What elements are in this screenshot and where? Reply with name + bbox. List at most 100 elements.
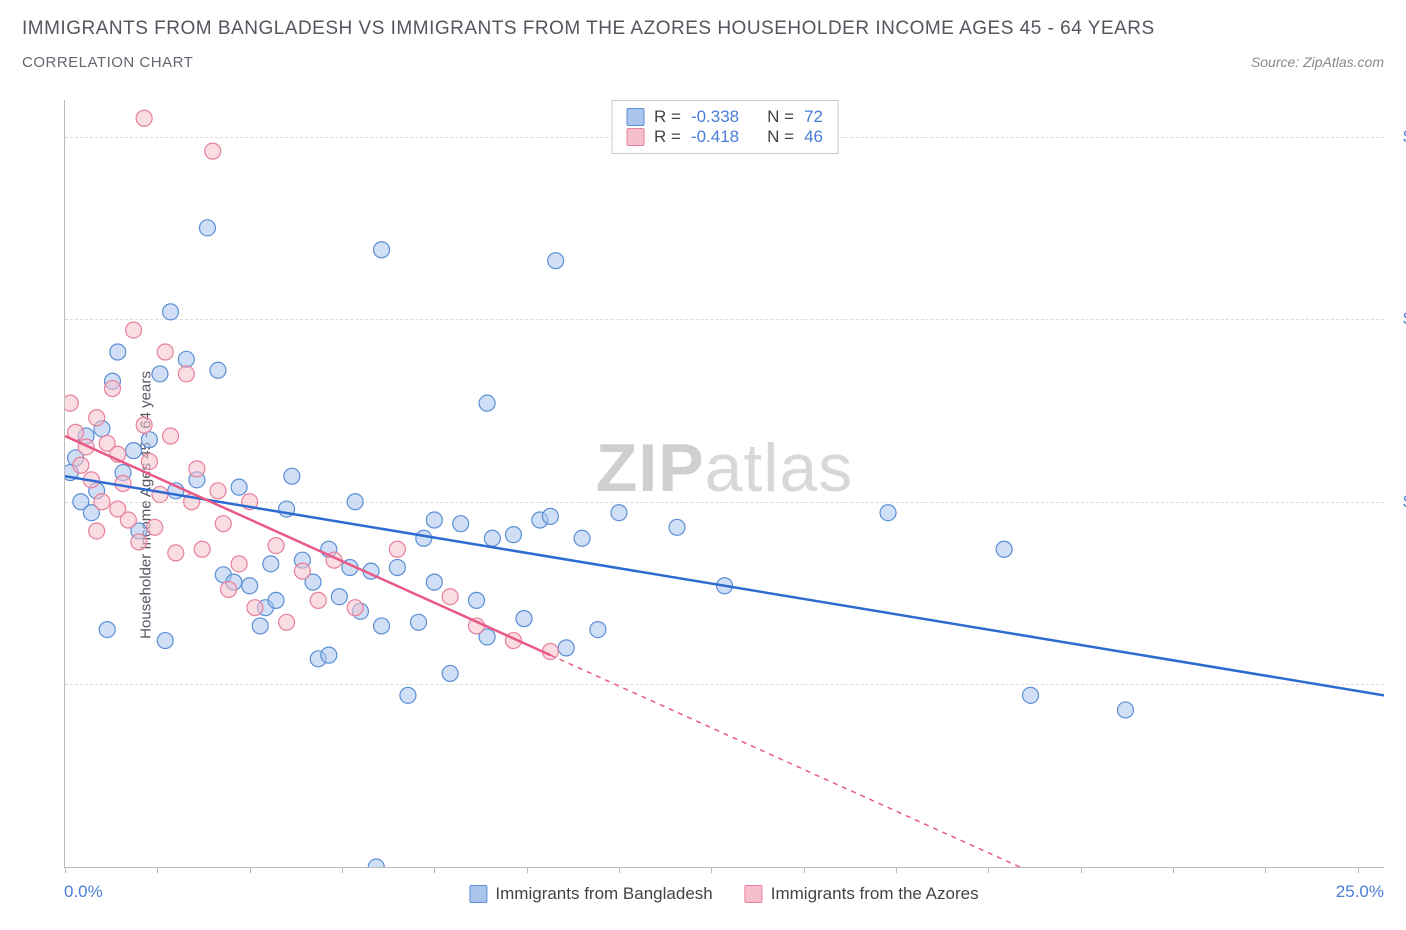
scatter-point [199, 220, 215, 236]
scatter-point [321, 647, 337, 663]
scatter-point [426, 574, 442, 590]
legend-swatch-series-0 [626, 108, 644, 126]
scatter-point [1117, 702, 1133, 718]
scatter-point [484, 530, 500, 546]
plot-svg [65, 100, 1384, 867]
stats-legend-row: R = -0.418 N = 46 [626, 127, 823, 147]
scatter-point [210, 362, 226, 378]
scatter-point [416, 530, 432, 546]
chart-container: Householder Income Ages 45 - 64 years R … [22, 100, 1384, 910]
scatter-point [368, 859, 384, 867]
scatter-point [442, 665, 458, 681]
scatter-point [141, 432, 157, 448]
scatter-point [178, 366, 194, 382]
scatter-point [194, 541, 210, 557]
scatter-point [163, 304, 179, 320]
scatter-point [205, 143, 221, 159]
scatter-point [453, 516, 469, 532]
stats-legend-row: R = -0.338 N = 72 [626, 107, 823, 127]
n-value-1: 46 [804, 127, 823, 147]
r-value-1: -0.418 [691, 127, 739, 147]
scatter-point [996, 541, 1012, 557]
scatter-point [94, 494, 110, 510]
legend-item: Immigrants from the Azores [745, 884, 979, 904]
scatter-point [141, 454, 157, 470]
scatter-point [479, 395, 495, 411]
n-label-1: N = [767, 127, 794, 147]
scatter-point [231, 479, 247, 495]
trend-line-extrapolated [550, 655, 1384, 867]
x-axis-min-label: 0.0% [64, 882, 103, 902]
scatter-point [110, 344, 126, 360]
scatter-point [126, 443, 142, 459]
scatter-point [147, 519, 163, 535]
scatter-point [558, 640, 574, 656]
n-value-0: 72 [804, 107, 823, 127]
series-legend: Immigrants from Bangladesh Immigrants fr… [469, 884, 978, 904]
scatter-point [126, 322, 142, 338]
r-value-0: -0.338 [691, 107, 739, 127]
scatter-point [279, 614, 295, 630]
scatter-point [310, 592, 326, 608]
scatter-point [136, 110, 152, 126]
scatter-point [389, 541, 405, 557]
scatter-point [136, 417, 152, 433]
scatter-point [65, 395, 78, 411]
scatter-point [574, 530, 590, 546]
scatter-point [469, 592, 485, 608]
scatter-point [611, 505, 627, 521]
scatter-point [442, 589, 458, 605]
scatter-point [152, 486, 168, 502]
scatter-point [231, 556, 247, 572]
scatter-point [268, 592, 284, 608]
scatter-point [210, 483, 226, 499]
legend-swatch-series-1 [626, 128, 644, 146]
y-tick-label: $100,000 [1394, 492, 1406, 512]
scatter-point [284, 468, 300, 484]
y-tick-label: $200,000 [1394, 127, 1406, 147]
legend-label-0: Immigrants from Bangladesh [495, 884, 712, 904]
scatter-point [99, 622, 115, 638]
x-axis-max-label: 25.0% [1336, 882, 1384, 902]
scatter-point [73, 457, 89, 473]
chart-subtitle: CORRELATION CHART [22, 54, 193, 71]
scatter-point [331, 589, 347, 605]
plot-area: R = -0.338 N = 72 R = -0.418 N = 46 ZIPa… [64, 100, 1384, 868]
scatter-point [242, 578, 258, 594]
scatter-point [89, 410, 105, 426]
scatter-point [374, 242, 390, 258]
r-label-0: R = [654, 107, 681, 127]
scatter-point [400, 687, 416, 703]
scatter-point [516, 611, 532, 627]
scatter-point [268, 538, 284, 554]
scatter-point [347, 600, 363, 616]
scatter-point [252, 618, 268, 634]
legend-item: Immigrants from Bangladesh [469, 884, 712, 904]
legend-swatch-series-1 [745, 885, 763, 903]
scatter-point [389, 560, 405, 576]
scatter-point [263, 556, 279, 572]
scatter-point [590, 622, 606, 638]
x-axis: 0.0% 25.0% Immigrants from Bangladesh Im… [64, 872, 1384, 910]
scatter-point [178, 351, 194, 367]
legend-label-1: Immigrants from the Azores [771, 884, 979, 904]
scatter-point [505, 527, 521, 543]
scatter-point [880, 505, 896, 521]
legend-swatch-series-0 [469, 885, 487, 903]
scatter-point [548, 253, 564, 269]
scatter-point [152, 366, 168, 382]
scatter-point [542, 508, 558, 524]
n-label-0: N = [767, 107, 794, 127]
y-tick-label: $150,000 [1394, 309, 1406, 329]
scatter-point [221, 581, 237, 597]
scatter-point [215, 516, 231, 532]
chart-source: Source: ZipAtlas.com [1251, 54, 1384, 70]
scatter-point [669, 519, 685, 535]
scatter-point [104, 381, 120, 397]
scatter-point [410, 614, 426, 630]
scatter-point [294, 563, 310, 579]
scatter-point [168, 545, 184, 561]
scatter-point [115, 476, 131, 492]
scatter-point [120, 512, 136, 528]
scatter-point [347, 494, 363, 510]
